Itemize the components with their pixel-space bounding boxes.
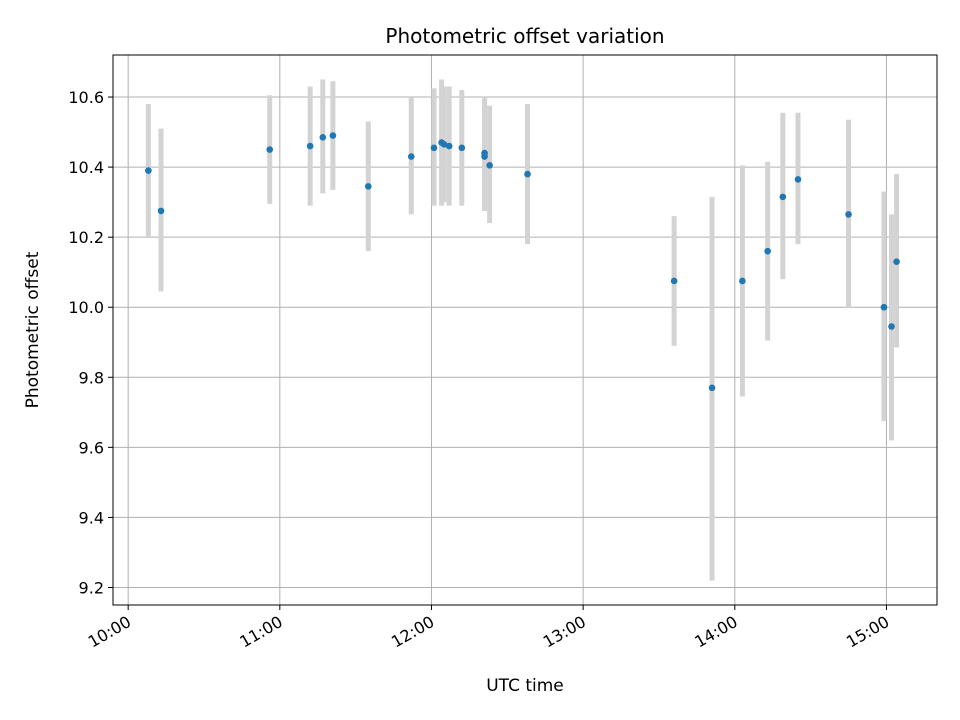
- data-point: [880, 303, 888, 311]
- x-axis-label: UTC time: [486, 676, 564, 696]
- data-point: [739, 277, 746, 285]
- chart-title: Photometric offset variation: [385, 24, 664, 48]
- data-point: [329, 132, 337, 139]
- y-tick-label: 9.4: [79, 508, 104, 527]
- y-tick-label: 9.6: [79, 438, 104, 457]
- y-tick-label: 10.0: [68, 298, 104, 317]
- y-tick-label: 10.6: [68, 88, 104, 107]
- data-point: [445, 142, 453, 150]
- data-point: [145, 167, 152, 174]
- data-point: [486, 162, 493, 169]
- data-point: [319, 134, 327, 141]
- plot-frame: [112, 54, 938, 606]
- data-point: [779, 193, 787, 201]
- y-axis-ticks: 9.2 9.4 9.6 9.8 10.0 10.2 10.4 10.6: [68, 88, 113, 597]
- data-point: [157, 207, 165, 215]
- y-tick-label: 10.4: [68, 158, 104, 177]
- data-point: [524, 170, 531, 178]
- data-point: [440, 141, 448, 148]
- y-tick-label: 10.2: [68, 228, 104, 247]
- data-point: [670, 277, 678, 285]
- y-tick-label: 9.2: [79, 578, 104, 597]
- data-points: [145, 132, 900, 392]
- data-point: [266, 146, 274, 153]
- data-point: [458, 144, 466, 152]
- data-point: [764, 247, 771, 255]
- data-point: [794, 176, 802, 183]
- data-point: [364, 183, 372, 190]
- data-point: [481, 149, 488, 157]
- data-point: [893, 258, 900, 265]
- y-tick-label: 9.8: [79, 368, 104, 387]
- data-point: [888, 323, 895, 330]
- data-point: [708, 384, 716, 392]
- data-point: [845, 211, 852, 218]
- data-point: [306, 142, 314, 150]
- data-point: [430, 144, 438, 152]
- data-point: [407, 153, 415, 160]
- y-axis-label: Photometric offset: [23, 251, 43, 408]
